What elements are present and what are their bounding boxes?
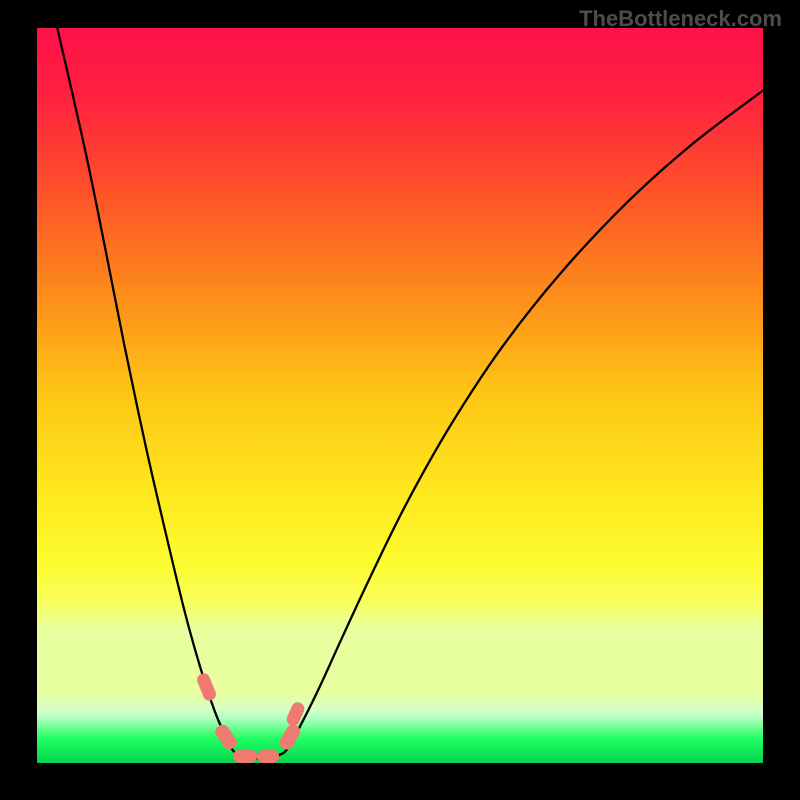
curve-marker (257, 750, 279, 763)
marker-layer (37, 28, 763, 763)
watermark: TheBottleneck.com (579, 6, 782, 32)
curve-marker (285, 700, 307, 727)
plot-area (37, 28, 763, 763)
curve-marker (277, 722, 302, 752)
curve-marker (233, 750, 257, 763)
curve-marker (213, 723, 239, 752)
curve-marker (195, 672, 218, 703)
